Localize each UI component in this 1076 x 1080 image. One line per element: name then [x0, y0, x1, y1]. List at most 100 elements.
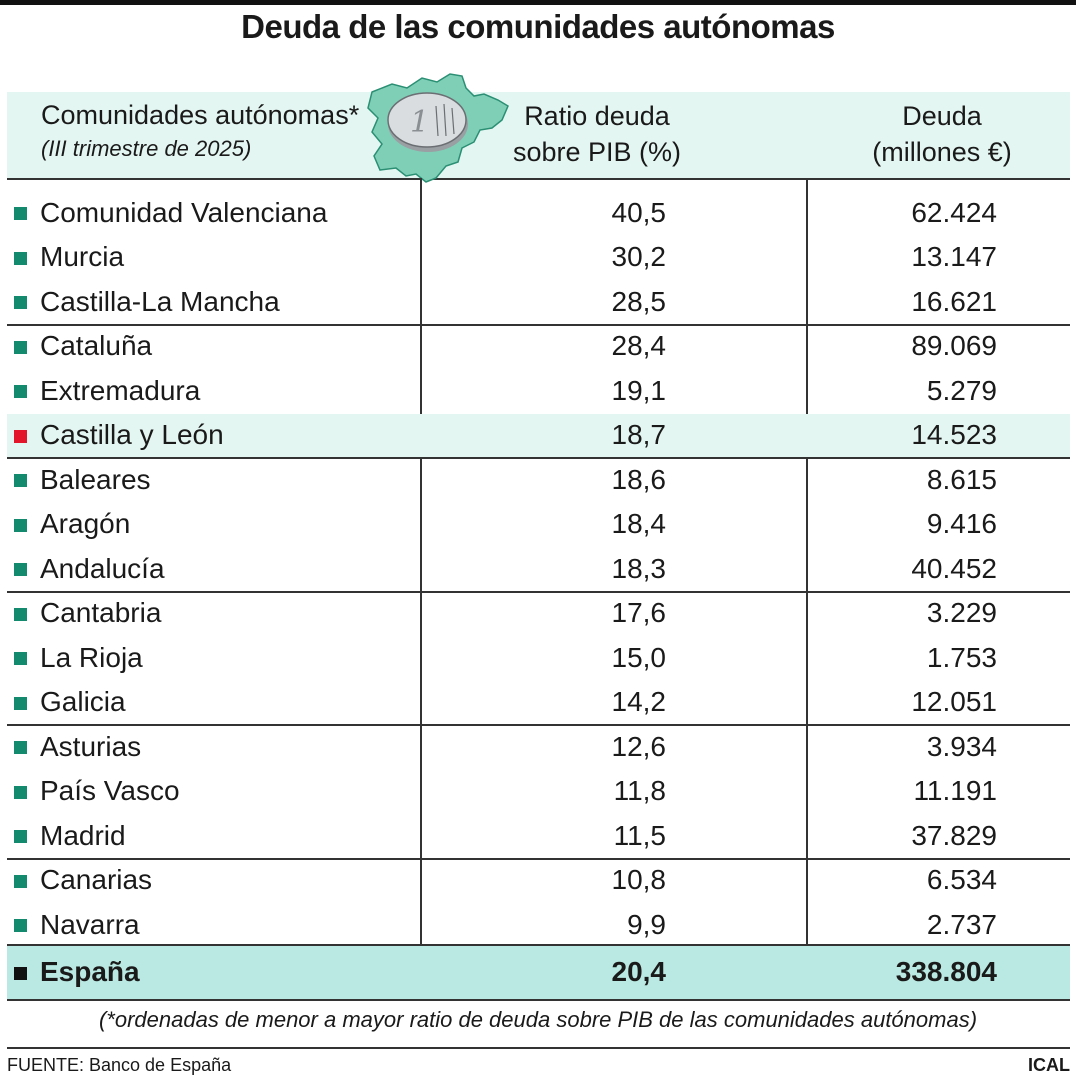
header-regions: Comunidades autónomas*: [41, 100, 360, 130]
debt-amount: 14.523: [911, 419, 997, 451]
marker-square-icon: [14, 785, 27, 799]
region-name: Murcia: [40, 241, 125, 273]
group-divider: [7, 857, 1070, 860]
debt-ratio: 17,6: [611, 597, 667, 629]
debt-ratio: 11,5: [613, 819, 666, 851]
debt-amount: 89.069: [911, 330, 997, 362]
marker-square-icon: [14, 563, 27, 577]
table-row: Castilla y León 18,7 14.523: [7, 413, 1070, 458]
group-divider: [7, 323, 1070, 326]
top-rule: [0, 0, 1076, 5]
marker-square-icon: [14, 207, 27, 221]
debt-ratio: 18,4: [611, 508, 667, 540]
marker-square-icon: [14, 385, 27, 399]
region-name: Galicia: [40, 686, 126, 718]
debt-amount: 11.191: [913, 775, 997, 807]
marker-square-icon: [14, 429, 27, 443]
table-row: Galicia 14,2 12.051: [7, 681, 1070, 726]
debt-amount: 62.424: [911, 196, 997, 228]
marker-square-icon: [14, 251, 27, 265]
marker-square-icon: [14, 340, 27, 354]
region-name: Asturias: [40, 730, 142, 762]
marker-square-icon: [14, 741, 27, 755]
debt-amount: 6.534: [926, 864, 997, 896]
svg-text:1: 1: [410, 105, 429, 140]
page-title: Deuda de las comunidades autónomas: [241, 8, 835, 45]
table-row: Murcia 30,2 13.147: [7, 236, 1070, 281]
marker-square-icon: [14, 874, 27, 888]
table-row: Aragón 18,4 9.416: [7, 503, 1070, 548]
table-row: La Rioja 15,0 1.753: [7, 636, 1070, 681]
debt-amount: 8.615: [926, 463, 997, 495]
region-name: Cantabria: [40, 597, 162, 629]
header-ratio: Ratio deuda sobre PIB (%): [497, 98, 697, 170]
debt-amount: 40.452: [911, 552, 997, 584]
debt-ratio: 10,8: [611, 864, 667, 896]
table-row: Canarias 10,8 6.534: [7, 859, 1070, 904]
region-name: País Vasco: [40, 775, 180, 807]
debt-amount: 37.829: [911, 819, 997, 851]
debt-amount: 12.051: [911, 686, 997, 718]
group-divider: [7, 457, 1070, 459]
region-name: La Rioja: [40, 641, 143, 673]
debt-ratio: 18,3: [611, 552, 667, 584]
region-name: España: [40, 956, 140, 987]
region-name: Castilla y León: [40, 419, 224, 451]
region-name: Extremadura: [40, 374, 201, 406]
region-name: Andalucía: [40, 552, 165, 584]
debt-amount: 2.737: [926, 908, 997, 940]
debt-ratio: 15,0: [611, 641, 667, 673]
region-name: Castilla-La Mancha: [40, 285, 280, 317]
table-row: España 20,4 338.804: [7, 944, 1070, 1001]
marker-square-icon: [14, 696, 27, 710]
debt-ratio: 14,2: [611, 686, 667, 718]
debt-ratio: 28,5: [611, 285, 667, 317]
header-ratio-line2: sobre PIB (%): [512, 137, 682, 167]
source: FUENTE: Banco de España: [7, 1055, 232, 1075]
table-row: Extremadura 19,1 5.279: [7, 369, 1070, 414]
marker-square-icon: [14, 518, 27, 532]
group-divider: [7, 590, 1070, 593]
debt-ratio: 18,7: [611, 419, 667, 451]
table-row: Andalucía 18,3 40.452: [7, 547, 1070, 592]
debt-amount: 16.621: [911, 285, 997, 317]
region-name: Comunidad Valenciana: [40, 196, 328, 228]
table-row: Madrid 11,5 37.829: [7, 814, 1070, 859]
footer-rule: [7, 1047, 1070, 1049]
marker-square-icon: [14, 919, 27, 933]
table-row: Asturias 12,6 3.934: [7, 725, 1070, 770]
column-divider: [806, 178, 808, 998]
debt-amount: 5.279: [926, 374, 997, 406]
region-name: Aragón: [40, 508, 131, 540]
marker-square-icon: [14, 652, 27, 666]
column-divider: [420, 178, 422, 998]
footnote: (*ordenadas de menor a mayor ratio de de…: [98, 1007, 978, 1032]
debt-ratio: 20,4: [611, 956, 667, 987]
marker-square-icon: [14, 474, 27, 488]
marker-square-icon: [14, 607, 27, 621]
marker-square-icon: [14, 296, 27, 310]
debt-ratio: 11,8: [613, 775, 666, 807]
table-row: Navarra 9,9 2.737: [7, 903, 1070, 948]
table-header: Comunidades autónomas* (III trimestre de…: [7, 92, 1070, 180]
castilla-y-leon-map-coin-icon: 1: [367, 73, 509, 183]
region-name: Cataluña: [40, 330, 153, 362]
debt-ratio: 30,2: [611, 241, 667, 273]
region-name: Madrid: [40, 819, 126, 851]
header-period: (III trimestre de 2025): [41, 136, 252, 161]
marker-square-icon: [14, 830, 27, 844]
table-row: Castilla-La Mancha 28,5 16.621: [7, 280, 1070, 325]
table-row: Cataluña 28,4 89.069: [7, 325, 1070, 370]
header-ratio-line1: Ratio deuda: [524, 101, 670, 131]
debt-ratio: 40,5: [611, 196, 667, 228]
debt-ratio: 18,6: [611, 463, 667, 495]
header-debt: Deuda (millones €): [827, 98, 1057, 170]
table-row: Baleares 18,6 8.615: [7, 458, 1070, 503]
group-divider: [7, 724, 1070, 726]
debt-amount: 9.416: [926, 508, 997, 540]
region-name: Navarra: [40, 908, 140, 940]
debt-ratio: 12,6: [611, 730, 667, 762]
region-name: Baleares: [40, 463, 151, 495]
header-debt-line2: (millones €): [872, 137, 1012, 167]
marker-square-icon: [14, 966, 27, 980]
